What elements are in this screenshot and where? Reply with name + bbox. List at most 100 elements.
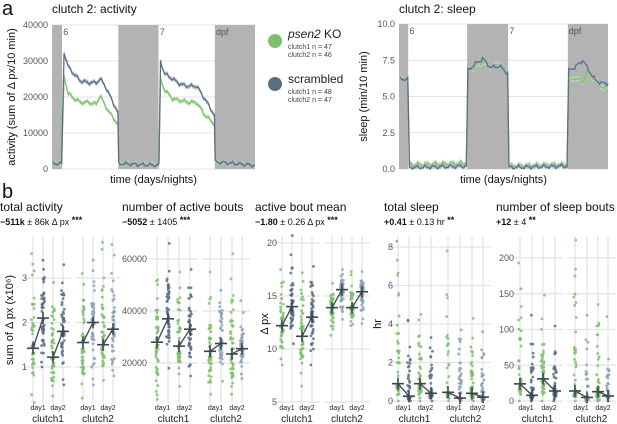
y-axis-label: activity (sum of Δ px/10 min) — [6, 28, 18, 166]
scrambled-data-point — [61, 281, 64, 285]
scrambled-data-point — [40, 360, 43, 364]
scrambled-data-point — [165, 295, 169, 299]
x-axis-label: time (days/nights) — [460, 174, 547, 186]
ko-data-point — [229, 277, 233, 281]
ko-data-point — [596, 364, 600, 367]
ko-data-point — [176, 360, 180, 364]
scrambled-data-point — [188, 338, 192, 342]
legend: psen2 KO clutch1 n = 47 clutch2 n = 46 s… — [268, 27, 343, 104]
effect-error: ± 1405 — [147, 217, 179, 227]
dotplot-total-sleep: 0 2 4 6 8 day1 day2 day1 day2 clutch1 clutch2 total… — [372, 200, 491, 424]
scrambled-data-point — [166, 285, 170, 289]
y-tick-label: 50 — [504, 360, 514, 370]
scrambled-series-line — [399, 56, 609, 171]
ko-data-point — [155, 315, 159, 318]
mean-connector — [82, 322, 94, 343]
scrambled-data-point — [90, 365, 94, 369]
day-tick-label: day1 — [30, 405, 45, 412]
scrambled-data-point — [165, 342, 169, 346]
scrambled-data-point — [40, 294, 44, 297]
ko-data-point — [32, 401, 36, 404]
ko-data-point — [573, 399, 577, 403]
ko-data-point — [156, 359, 160, 363]
scrambled-data-point — [406, 319, 410, 323]
chart-title: clutch 2: activity — [52, 2, 137, 16]
ko-data-point — [230, 371, 234, 375]
ko-data-point — [209, 358, 213, 362]
ko-data-point — [349, 273, 353, 277]
scrambled-data-point — [361, 308, 365, 312]
scrambled-data-point — [407, 379, 411, 383]
scrambled-data-point — [458, 361, 462, 365]
y-tick-label: 3 — [22, 273, 27, 283]
scrambled-data-point — [553, 382, 557, 385]
ko-data-point — [517, 327, 521, 331]
ko-data-point — [351, 322, 355, 326]
effect-error: ± 86k Δ px — [25, 217, 72, 227]
scrambled-data-point — [360, 303, 364, 307]
scrambled-data-point — [431, 349, 434, 353]
ko-data-point — [447, 362, 451, 366]
scrambled-data-point — [531, 386, 535, 390]
ko-data-point — [229, 320, 232, 324]
scrambled-data-point — [607, 357, 610, 361]
ko-data-point — [573, 357, 576, 361]
scrambled-data-point — [312, 294, 315, 298]
scrambled-data-point — [42, 323, 46, 327]
ko-data-point — [301, 304, 305, 307]
day-tick-label: day2 — [50, 405, 65, 412]
ko-data-point — [178, 308, 182, 312]
ko-data-point — [155, 368, 159, 372]
ko-data-point — [230, 385, 234, 388]
ko-data-point — [280, 297, 284, 301]
ko-data-point — [30, 273, 34, 277]
ko-data-point — [574, 316, 578, 319]
scrambled-data-point — [61, 310, 65, 314]
ko-data-point — [282, 311, 285, 315]
ko-data-point — [231, 337, 235, 341]
scrambled-data-point — [190, 295, 193, 299]
scrambled-data-point — [341, 305, 345, 309]
ko-data-point — [51, 363, 55, 366]
day-tick-label: day2 — [100, 405, 115, 412]
scrambled-data-point — [408, 384, 412, 388]
ko-data-point — [32, 269, 36, 273]
scrambled-data-point — [289, 283, 293, 287]
ko-data-point — [397, 392, 401, 395]
panel-title: total activity — [0, 200, 63, 214]
ko-data-point — [282, 302, 285, 306]
significance-stars: *** — [180, 215, 191, 225]
scrambled-data-point — [93, 357, 96, 361]
scrambled-data-point — [220, 357, 224, 361]
scrambled-series-line — [52, 52, 256, 168]
ko-data-point — [540, 366, 544, 370]
scrambled-data-point — [187, 314, 191, 318]
scrambled-data-point — [340, 268, 344, 271]
scrambled-data-point — [240, 364, 244, 368]
ko-data-point — [540, 399, 544, 403]
ko-data-point — [156, 384, 160, 388]
scrambled-data-point — [553, 324, 557, 328]
dotplot-number-of-sleep-bouts: 0 50 100 150 200 day1 day2 day1 day2 clutch1 clutc… — [496, 200, 616, 424]
ko-data-point — [279, 345, 282, 348]
scrambled-data-point — [457, 377, 461, 381]
scrambled-data-point — [361, 306, 365, 309]
ko-data-point — [52, 341, 56, 345]
scrambled-data-point — [240, 377, 244, 380]
ko-data-point — [573, 303, 577, 307]
scrambled-data-point — [289, 321, 293, 325]
ko-data-point — [81, 305, 85, 308]
ko-data-point — [300, 325, 304, 328]
ko-data-point — [540, 364, 544, 368]
scrambled-data-point — [529, 386, 533, 390]
scrambled-data-point — [61, 341, 65, 345]
ko-data-point — [396, 374, 400, 378]
significance-stars: ** — [529, 215, 537, 225]
scrambled-data-point — [112, 306, 116, 309]
ko-data-point — [279, 301, 282, 305]
scrambled-data-point — [220, 309, 224, 312]
scrambled-data-point — [584, 370, 588, 374]
scrambled-data-point — [480, 348, 484, 352]
scrambled-data-point — [110, 343, 114, 347]
scrambled-data-point — [429, 375, 433, 379]
